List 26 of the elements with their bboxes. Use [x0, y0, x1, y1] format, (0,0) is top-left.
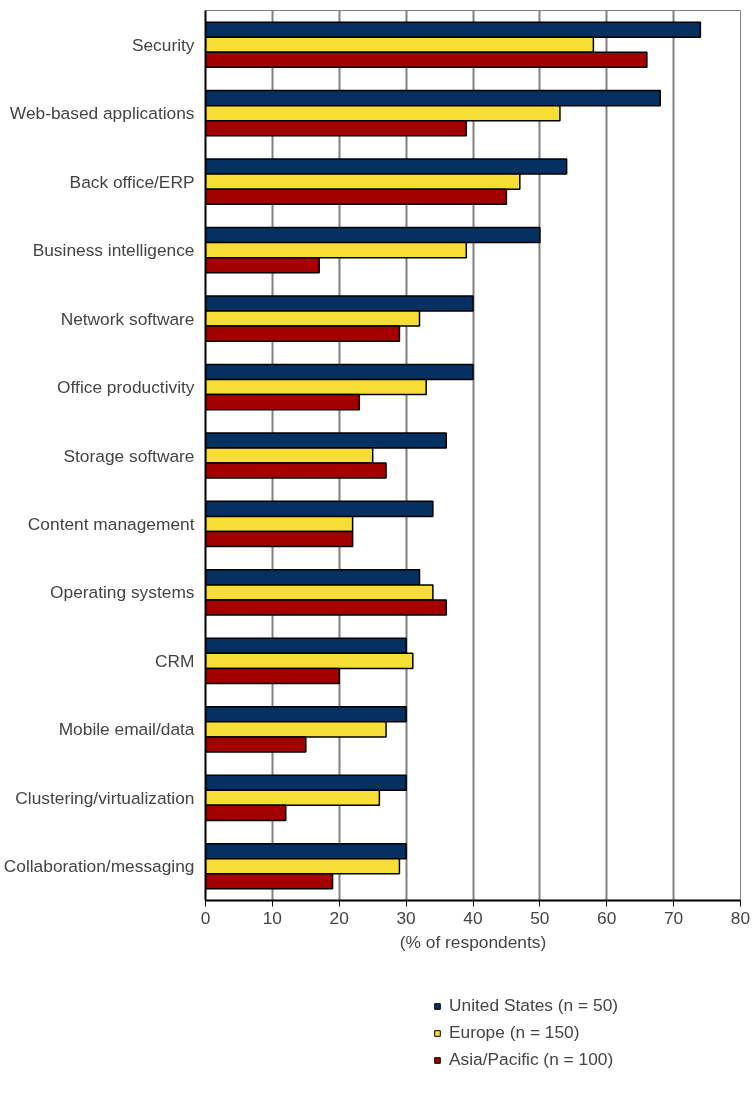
- y-tick-label: CRM: [155, 650, 195, 671]
- y-tick-label: Security: [131, 34, 195, 55]
- x-tick-label: 50: [530, 907, 550, 928]
- y-tick-label: Clustering/virtualization: [15, 787, 195, 808]
- y-tick-label: Collaboration/messaging: [3, 856, 195, 877]
- y-tick-label: Operating systems: [50, 582, 195, 603]
- x-tick-label: 0: [200, 907, 211, 928]
- y-tick-label: Back office/ERP: [69, 171, 195, 192]
- x-tick-label: 60: [597, 907, 617, 928]
- x-tick-label: 30: [396, 907, 416, 928]
- y-tick-label: Web-based applications: [9, 103, 195, 124]
- x-tick-label: 70: [663, 907, 684, 928]
- y-tick-label: Storage software: [63, 445, 195, 466]
- x-tick-label: 80: [730, 907, 751, 928]
- y-tick-label: Business intelligence: [32, 240, 195, 261]
- x-tick-label: 10: [262, 907, 283, 928]
- y-tick-label: Office productivity: [57, 377, 195, 398]
- x-axis-title: (% of respondents): [399, 931, 547, 952]
- y-tick-label: Content management: [27, 513, 195, 534]
- legend-label: Europe (n = 150): [449, 1022, 580, 1043]
- legend-label: Asia/Pacific (n = 100): [449, 1049, 614, 1070]
- x-tick-label: 40: [463, 907, 483, 928]
- y-tick-label: Network software: [60, 308, 195, 329]
- x-tick-label: 20: [329, 907, 349, 928]
- legend-label: United States (n = 50): [449, 995, 619, 1016]
- y-tick-label: Mobile email/data: [58, 719, 195, 740]
